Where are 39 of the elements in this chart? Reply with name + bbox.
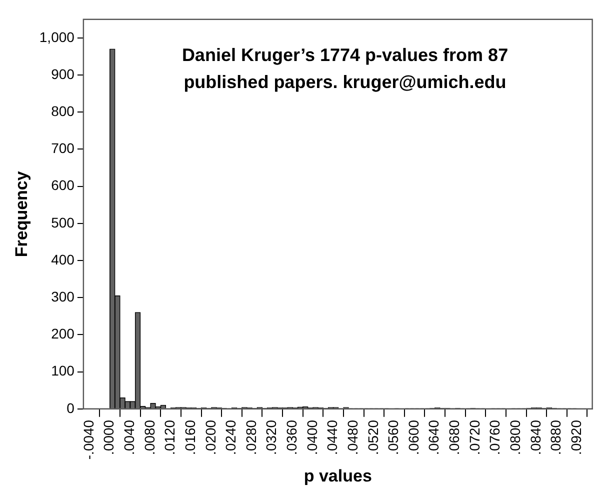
annotation: Daniel Kruger’s 1774 p-values from 87 published papers. kruger@umich.edu <box>182 44 508 92</box>
x-tick-label: .0360 <box>284 420 300 455</box>
x-tick-label: .0200 <box>202 420 218 455</box>
y-tick-label: 0 <box>66 400 75 416</box>
x-tick-label: .0800 <box>506 420 523 455</box>
y-tick-label: 900 <box>51 66 75 82</box>
y-tick-label: 1,000 <box>39 28 75 45</box>
x-tick-label: .0320 <box>263 420 280 455</box>
y-tick-label: 200 <box>51 326 75 342</box>
x-tick-label: .0240 <box>222 420 239 455</box>
x-tick-label: .0040 <box>121 420 138 455</box>
y-tick-label: 500 <box>51 214 75 230</box>
x-tick-label: .0880 <box>548 420 564 455</box>
x-tick-label: .0120 <box>162 420 178 455</box>
x-tick-label: .0480 <box>344 420 360 455</box>
x-tick-label: .0000 <box>100 420 117 455</box>
y-tick-label: 400 <box>51 251 75 268</box>
x-tick-label: .0840 <box>527 420 544 455</box>
x-tick-label: .0560 <box>385 420 402 455</box>
y-tick-label: 300 <box>51 288 75 304</box>
x-tick-label: .0440 <box>324 420 340 455</box>
y-tick-label: 600 <box>51 177 75 194</box>
y-tick-label: 800 <box>51 103 75 119</box>
x-axis-title: p values <box>304 466 372 486</box>
x-tick-label: .0920 <box>568 420 584 455</box>
x-tick-label: .0640 <box>426 420 442 455</box>
x-tick-label: .0520 <box>364 420 381 455</box>
x-tick-label: .0280 <box>242 420 259 455</box>
x-tick-label: .0760 <box>486 420 503 455</box>
x-tick-label: .0160 <box>182 420 198 455</box>
x-tick-label: .0600 <box>405 420 422 455</box>
x-tick-label: .0400 <box>304 420 320 455</box>
y-tick-label: 700 <box>51 140 75 156</box>
x-tick-label: -.0040 <box>80 420 96 460</box>
x-tick-label: .0080 <box>141 420 158 455</box>
x-tick-label: .0720 <box>466 420 482 455</box>
x-tick-label: .0680 <box>446 420 462 455</box>
y-axis-title: Frequency <box>12 170 31 258</box>
y-tick-label: 100 <box>51 362 75 379</box>
